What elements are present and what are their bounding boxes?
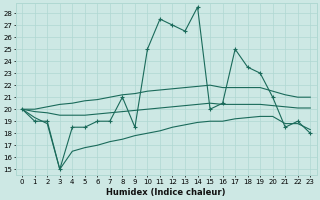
X-axis label: Humidex (Indice chaleur): Humidex (Indice chaleur)	[107, 188, 226, 197]
